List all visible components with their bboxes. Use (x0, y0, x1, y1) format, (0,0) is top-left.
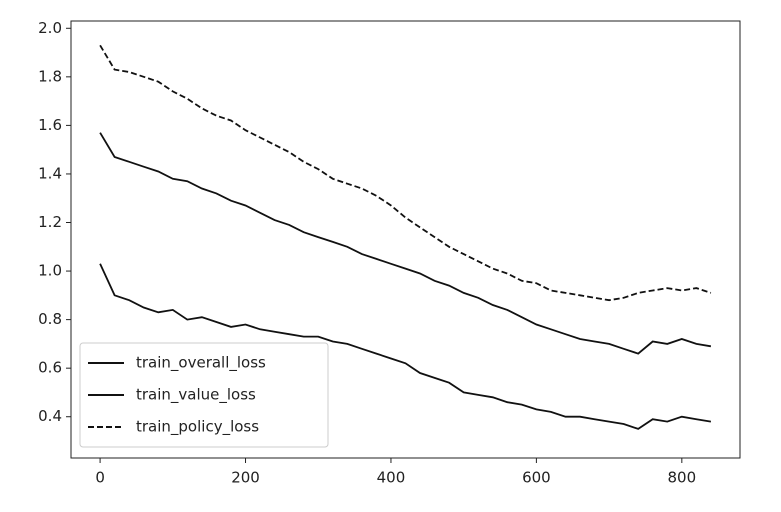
y-tick-label: 0.4 (38, 407, 62, 425)
y-tick-label: 1.4 (38, 164, 62, 182)
y-tick-label: 1.8 (38, 67, 62, 85)
y-tick-label: 1.6 (38, 116, 62, 134)
x-tick-label: 600 (522, 469, 551, 487)
legend-box (79, 342, 329, 448)
legend-label: train_policy_loss (136, 418, 259, 437)
series-line (99, 132, 712, 355)
y-tick-label: 0.8 (38, 310, 62, 328)
x-tick-label: 400 (377, 469, 406, 487)
legend-label: train_overall_loss (136, 354, 266, 373)
plot-frame (70, 20, 741, 459)
x-tick-label: 0 (95, 469, 105, 487)
x-tick-label: 200 (231, 469, 260, 487)
x-tick-label: 800 (668, 469, 697, 487)
y-tick-label: 0.6 (38, 359, 62, 377)
legend-label: train_value_loss (136, 386, 256, 405)
y-tick-label: 1.2 (38, 213, 62, 231)
series-line (99, 263, 712, 430)
y-tick-label: 1.0 (38, 262, 62, 280)
series-line (99, 44, 712, 302)
y-tick-label: 2.0 (38, 19, 62, 37)
